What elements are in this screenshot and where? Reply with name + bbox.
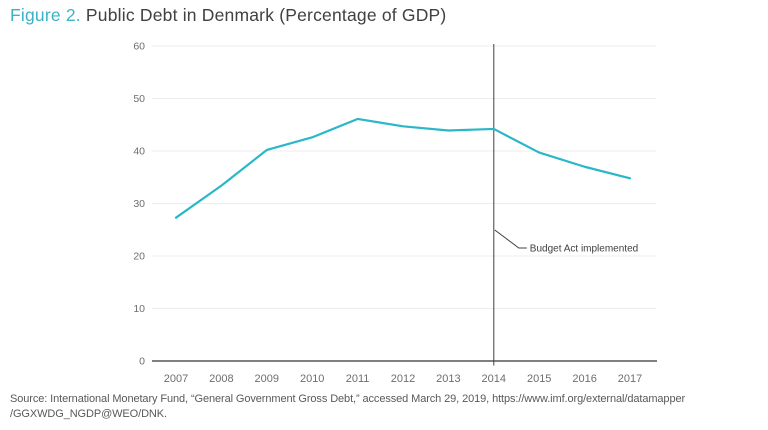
x-axis-tick-label: 2007 bbox=[164, 373, 188, 385]
x-axis-tick-label: 2010 bbox=[300, 373, 324, 385]
figure-title-text: Public Debt in Denmark (Percentage of GD… bbox=[80, 5, 447, 25]
x-axis-tick-label: 2012 bbox=[391, 373, 415, 385]
debt-line-series bbox=[174, 117, 632, 219]
y-axis-tick-label: 10 bbox=[133, 303, 145, 315]
annotation-label: Budget Act implemented bbox=[530, 244, 638, 255]
figure-number: Figure 2. bbox=[10, 5, 81, 25]
x-axis-tick-label: 2009 bbox=[255, 373, 279, 385]
x-axis-tick-label: 2017 bbox=[618, 373, 642, 385]
y-axis-tick-label: 60 bbox=[133, 41, 145, 53]
x-axis-tick-label: 2014 bbox=[482, 373, 506, 385]
source-note: Source: International Monetary Fund, “Ge… bbox=[10, 392, 685, 422]
x-axis-tick-label: 2011 bbox=[346, 373, 370, 385]
figure-title: Figure 2. Public Debt in Denmark (Percen… bbox=[10, 5, 446, 26]
y-axis-tick-label: 20 bbox=[133, 251, 145, 263]
x-axis-tick-label: 2013 bbox=[436, 373, 460, 385]
x-axis-tick-label: 2016 bbox=[572, 373, 596, 385]
y-axis-tick-label: 40 bbox=[133, 146, 145, 158]
source-line-1: Source: International Monetary Fund, “Ge… bbox=[10, 393, 686, 405]
y-axis-tick-label: 30 bbox=[133, 198, 145, 210]
source-line-2: /GGXWDG_NGDP@WEO/DNK. bbox=[10, 408, 167, 420]
y-axis-tick-label: 50 bbox=[133, 93, 145, 105]
annotation-leader-line bbox=[494, 229, 527, 249]
x-axis-tick-label: 2008 bbox=[209, 373, 233, 385]
y-axis-tick-label: 0 bbox=[139, 356, 145, 368]
x-axis-tick-label: 2015 bbox=[527, 373, 551, 385]
